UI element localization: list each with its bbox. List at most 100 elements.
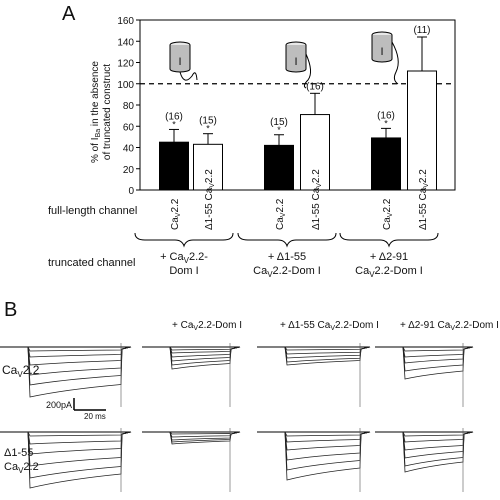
bar <box>193 143 223 191</box>
y-axis-title: % of IBa in the absence of truncated con… <box>90 61 113 163</box>
truncated-channel-label: truncated channel <box>48 257 135 269</box>
trace-column-header-2: + Δ1-55 CaV2.2-Dom I <box>280 320 379 332</box>
n-label: (16) <box>377 110 395 121</box>
group-label-1: + CaV2.2- Dom I <box>160 251 208 277</box>
scale-current-label: 200pA <box>46 400 72 410</box>
current-trace <box>402 431 474 443</box>
current-trace <box>169 431 241 438</box>
current-trace <box>169 346 241 370</box>
y-tick-label: 140 <box>117 37 134 48</box>
y-axis-title-line2: of truncated construct <box>102 64 113 160</box>
y-axis-title-part2: in the absence <box>90 61 101 129</box>
channel-icon-1: I <box>169 41 198 81</box>
y-axis-title-part1: % of I <box>90 137 101 163</box>
trace-panel-4 <box>375 343 474 407</box>
bar <box>264 144 294 191</box>
current-trace <box>284 431 371 437</box>
current-trace <box>27 431 132 489</box>
svg-text:+ Δ2-91: + Δ2-91 <box>370 251 408 263</box>
svg-text:% of IBa in the absence: % of IBa in the absence <box>90 61 102 163</box>
trace-column-header-3: + Δ2-91 CaV2.2-Dom I <box>400 320 499 332</box>
n-label: (15) <box>199 116 217 127</box>
current-traces <box>0 343 474 492</box>
y-tick-label: 20 <box>123 165 135 176</box>
bar-chart: 020406080100120140160*(16)*(15)*(15)(16)… <box>117 16 456 197</box>
current-trace <box>402 431 474 473</box>
bar <box>371 137 401 191</box>
brace-1 <box>134 232 234 248</box>
group-label-3: + Δ2-91 CaV2.2-Dom I <box>355 251 423 279</box>
current-trace <box>27 431 132 479</box>
trace-row-label-1: CaV2.2 <box>2 363 40 379</box>
current-trace <box>27 431 132 445</box>
svg-text:CaV2.2-Dom I: CaV2.2-Dom I <box>355 265 423 279</box>
x-tick-label: Δ1-55 CaV2.2 <box>311 169 323 230</box>
bar <box>407 70 437 191</box>
trace-column-header-1: + CaV2.2-Dom I <box>172 320 242 332</box>
n-label: (16) <box>306 81 324 92</box>
x-tick-label: CaV2.2 <box>275 198 287 230</box>
svg-text:Δ1-55: Δ1-55 <box>4 447 33 459</box>
y-tick-label: 120 <box>117 59 134 70</box>
full-length-channel-label: full-length channel <box>48 205 137 217</box>
x-tick-label: Δ1-55 CaV2.2 <box>204 169 216 230</box>
group-braces <box>134 232 439 248</box>
svg-text:CaV2.2-Dom I: CaV2.2-Dom I <box>253 265 321 279</box>
current-trace <box>284 346 371 355</box>
y-tick-label: 60 <box>123 122 135 133</box>
current-trace <box>284 431 371 443</box>
trace-panel-1 <box>0 343 132 407</box>
svg-text:+ CaV2.2-Dom I: + CaV2.2-Dom I <box>172 320 242 332</box>
trace-panel-3 <box>257 343 371 407</box>
n-label: (15) <box>270 117 288 128</box>
svg-text:+ Δ1-55 CaV2.2-Dom I: + Δ1-55 CaV2.2-Dom I <box>280 320 379 332</box>
trace-panel-8 <box>375 428 474 492</box>
y-tick-label: 80 <box>123 101 135 112</box>
y-tick-label: 100 <box>117 80 134 91</box>
y-tick-label: 160 <box>117 16 134 27</box>
channel-icon-letter: I <box>178 56 181 68</box>
trace-panel-6 <box>142 428 241 492</box>
current-trace <box>402 431 474 437</box>
x-tick-label: CaV2.2 <box>382 198 394 230</box>
significance-star: * <box>172 119 176 129</box>
current-trace <box>27 346 132 386</box>
channel-icon-letter: I <box>294 56 297 68</box>
current-trace <box>402 346 474 380</box>
brace-3 <box>339 232 439 248</box>
svg-text:+ Δ1-55: + Δ1-55 <box>268 251 306 263</box>
trace-row-label-2: Δ1-55 CaV2.2 <box>4 447 39 475</box>
significance-star: * <box>277 125 281 135</box>
current-trace <box>27 346 132 358</box>
x-tick-label: CaV2.2 <box>170 198 182 230</box>
current-trace <box>402 346 474 358</box>
bar <box>159 141 189 191</box>
y-tick-label: 40 <box>123 144 135 155</box>
significance-star: * <box>206 124 210 134</box>
current-trace <box>27 346 132 352</box>
scale-bar: 200pA 20 ms <box>46 398 106 421</box>
y-tick-label: 0 <box>128 186 134 197</box>
trace-panel-2 <box>142 343 241 407</box>
panel-label-a: A <box>62 3 76 25</box>
channel-icon-3: I <box>371 31 399 85</box>
n-label: (11) <box>413 25 430 36</box>
trace-panel-5 <box>0 428 132 492</box>
current-trace <box>402 346 474 352</box>
svg-text:CaV2.2: CaV2.2 <box>4 461 39 475</box>
brace-2 <box>237 232 337 248</box>
svg-text:+ CaV2.2-: + CaV2.2- <box>160 251 208 265</box>
n-label: (16) <box>165 111 183 122</box>
channel-icon-letter: I <box>380 46 383 58</box>
group-label-2: + Δ1-55 CaV2.2-Dom I <box>253 251 321 279</box>
x-tick-label: Δ1-55 CaV2.2 <box>418 169 430 230</box>
y-axis-title-sub: Ba <box>95 129 102 138</box>
x-tick-labels: CaV2.2 Δ1-55 CaV2.2 CaV2.2 Δ1-55 CaV2.2 CaV2… <box>170 169 430 230</box>
channel-icon-2: I <box>285 41 312 89</box>
trace-panel-7 <box>257 428 371 492</box>
panel-label-b: B <box>4 299 17 321</box>
significance-star: * <box>384 118 388 128</box>
scale-time-label: 20 ms <box>84 412 106 421</box>
current-trace <box>284 431 371 471</box>
